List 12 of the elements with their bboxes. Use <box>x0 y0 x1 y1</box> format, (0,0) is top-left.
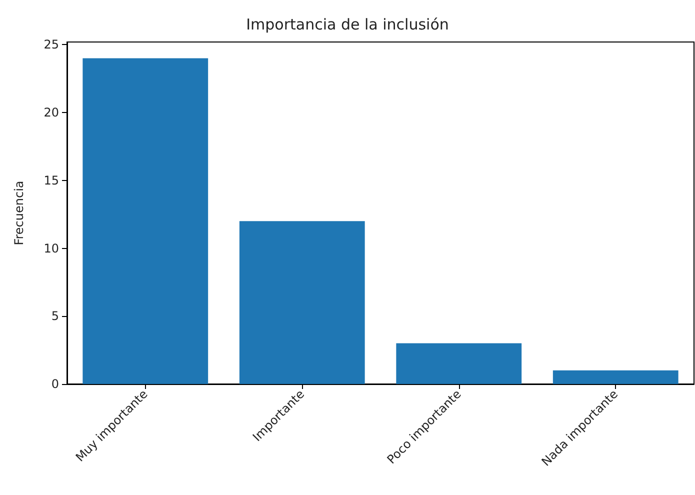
y-tick-label: 25 <box>44 38 59 52</box>
y-tick-label: 10 <box>44 241 59 256</box>
chart-title: Importancia de la inclusión <box>246 16 449 34</box>
y-tick-label: 20 <box>44 106 59 120</box>
y-tick-label: 5 <box>51 309 59 324</box>
y-axis-title: Frecuencia <box>12 180 26 246</box>
bar <box>239 221 365 384</box>
bar <box>552 370 678 384</box>
bar <box>396 343 522 384</box>
bar <box>82 58 208 384</box>
y-tick-label: 0 <box>51 377 59 391</box>
y-tick-label: 15 <box>44 173 59 188</box>
